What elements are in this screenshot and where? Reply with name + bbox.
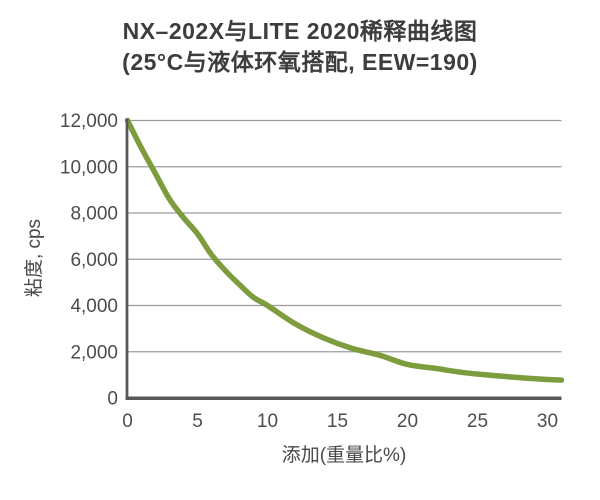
y-tick-label: 0 <box>107 389 118 410</box>
y-tick-label: 10,000 <box>60 157 118 178</box>
chart-title: NX–202X与LITE 2020稀释曲线图 <box>122 18 478 44</box>
x-axis-title: 添加(重量比%) <box>282 444 407 466</box>
dilution-curve-line <box>124 117 565 383</box>
x-tick-label: 0 <box>122 411 133 432</box>
gridlines <box>127 119 562 353</box>
y-tick-label: 4,000 <box>70 296 118 317</box>
y-tick-label: 12,000 <box>60 111 118 132</box>
y-tick-label: 8,000 <box>70 204 118 225</box>
y-tick-label: 2,000 <box>70 342 118 363</box>
x-tick-label: 20 <box>397 411 418 432</box>
y-tick-label: 6,000 <box>70 250 118 271</box>
y-axis-title: 粘度, cps <box>23 219 45 297</box>
x-tick-label: 25 <box>467 411 488 432</box>
x-tick-label: 15 <box>327 411 348 432</box>
x-axis-tick-labels: 0 5 10 15 20 25 30 <box>122 411 558 432</box>
y-axis-tick-labels: 0 2,000 4,000 6,000 8,000 10,000 12,000 <box>60 111 118 410</box>
x-tick-label: 5 <box>192 411 203 432</box>
chart-subtitle: (25°C与液体环氧搭配, EEW=190) <box>122 49 478 75</box>
chart-title-block: NX–202X与LITE 2020稀释曲线图 (25°C与液体环氧搭配, EEW… <box>0 16 600 78</box>
x-tick-label: 10 <box>257 411 278 432</box>
x-tick-label: 30 <box>537 411 558 432</box>
